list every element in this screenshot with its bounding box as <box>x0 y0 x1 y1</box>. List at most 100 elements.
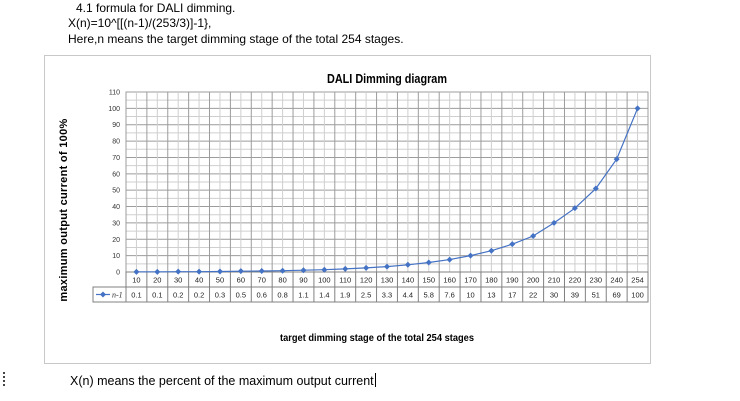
data-point <box>488 247 495 254</box>
data-point <box>384 263 390 270</box>
formula-explanation: Here,n means the target dimming stage of… <box>68 32 404 46</box>
y-tick-label: 70 <box>112 155 120 162</box>
data-table-value: 30 <box>550 291 558 300</box>
data-table-value: 1.9 <box>340 291 350 300</box>
data-table-value: 51 <box>592 291 600 300</box>
y-tick-label: 80 <box>112 139 120 146</box>
data-point <box>592 185 599 192</box>
body-text: X(n) means the percent of the maximum ou… <box>70 374 374 388</box>
x-tick-label: 110 <box>339 276 351 285</box>
margin-dot <box>3 380 5 382</box>
section-heading: 4.1 formula for DALI dimming. <box>76 1 236 15</box>
y-tick-label: 10 <box>112 253 120 260</box>
data-table-value: 4.4 <box>403 291 413 300</box>
data-table-value: 17 <box>508 291 516 300</box>
data-point <box>363 264 370 271</box>
data-point <box>216 268 223 275</box>
chart-title: DALI Dimming diagram <box>327 71 447 86</box>
x-tick-label: 180 <box>485 276 498 285</box>
data-table-value: 10 <box>466 291 474 300</box>
y-tick-label: 100 <box>108 106 120 113</box>
x-tick-label: 90 <box>299 276 307 285</box>
margin-dot <box>3 384 5 386</box>
x-tick-label: 30 <box>174 276 182 285</box>
data-point <box>258 268 265 275</box>
x-tick-label: 50 <box>216 276 224 285</box>
x-tick-label: 140 <box>402 276 415 285</box>
data-point <box>175 268 182 275</box>
x-tick-label: 20 <box>153 276 161 285</box>
data-point <box>404 261 411 268</box>
data-table-value: 39 <box>571 291 579 300</box>
x-tick-label: 100 <box>318 276 331 285</box>
data-point <box>571 205 578 212</box>
data-point <box>237 268 244 275</box>
x-tick-label: 120 <box>360 276 373 285</box>
data-table-value: 0.8 <box>277 291 287 300</box>
data-table-value: 2.5 <box>361 291 371 300</box>
y-tick-label: 90 <box>112 122 120 129</box>
data-table-value: 69 <box>613 291 621 300</box>
data-point <box>279 267 286 274</box>
x-tick-label: 150 <box>423 276 436 285</box>
chart-frame[interactable]: DALI Dimming diagram 0 10 20 30 40 50 60 70 80 90 1… <box>44 55 651 364</box>
data-table-value: 13 <box>487 291 495 300</box>
paragraph-margin-marks <box>3 372 6 388</box>
x-tick-label: 70 <box>258 276 266 285</box>
data-table-value: 5.8 <box>424 291 434 300</box>
data-table-value: 1.1 <box>298 291 308 300</box>
data-point <box>196 268 203 275</box>
data-point <box>613 156 620 163</box>
y-tick-label: 50 <box>112 188 120 195</box>
y-tick-label: 40 <box>112 204 120 211</box>
x-axis-title: target dimming stage of the total 254 st… <box>280 332 474 344</box>
x-tick-label: 60 <box>237 276 245 285</box>
data-table-value: 22 <box>529 291 537 300</box>
data-point <box>133 268 140 275</box>
x-tick-label: 200 <box>527 276 540 285</box>
margin-dot <box>3 372 5 374</box>
body-text-line[interactable]: X(n) means the percent of the maximum ou… <box>70 373 377 388</box>
data-table-value: 0.3 <box>215 291 225 300</box>
data-table-value: 100 <box>631 291 644 300</box>
legend-label: n-1 <box>112 291 123 300</box>
data-table-value: 0.2 <box>194 291 204 300</box>
data-table-value: 0.1 <box>152 291 162 300</box>
y-tick-label: 0 <box>116 270 120 277</box>
x-tick-label: 10 <box>132 276 140 285</box>
data-point <box>530 233 537 239</box>
text-cursor <box>374 373 377 387</box>
data-table-value: 0.5 <box>236 291 246 300</box>
data-table-value: 0.2 <box>173 291 183 300</box>
x-tick-label: 130 <box>381 276 394 285</box>
x-tick-label: 80 <box>278 276 286 285</box>
data-table-value: 7.6 <box>444 291 454 300</box>
formula-text: X(n)=10^[[(n-1)/(253/3)]-1}, <box>68 16 212 30</box>
data-point <box>634 105 641 112</box>
x-tick-label: 240 <box>610 276 623 285</box>
margin-dot <box>3 376 5 378</box>
data-point <box>551 219 558 226</box>
data-point <box>300 267 307 274</box>
y-tick-label: 30 <box>112 220 120 227</box>
x-tick-label: 40 <box>195 276 203 285</box>
data-point <box>446 256 453 263</box>
data-table-value: 3.3 <box>382 291 392 300</box>
y-tick-label: 60 <box>112 171 120 178</box>
data-table-value: 1.4 <box>319 291 329 300</box>
data-table-value: 0.1 <box>131 291 141 300</box>
x-tick-label: 254 <box>631 276 644 285</box>
legend-marker <box>100 291 106 298</box>
x-tick-label: 160 <box>443 276 456 285</box>
x-tick-label: 220 <box>569 276 582 285</box>
x-tick-label: 230 <box>590 276 603 285</box>
data-point <box>425 259 432 266</box>
y-tick-label: 20 <box>112 237 120 244</box>
data-point <box>321 266 328 273</box>
y-tick-label: 110 <box>109 90 120 97</box>
data-table-value: 0.6 <box>257 291 267 300</box>
x-tick-label: 190 <box>506 276 519 285</box>
data-point <box>154 268 161 275</box>
x-tick-label: 170 <box>464 276 477 285</box>
data-point <box>342 265 349 272</box>
